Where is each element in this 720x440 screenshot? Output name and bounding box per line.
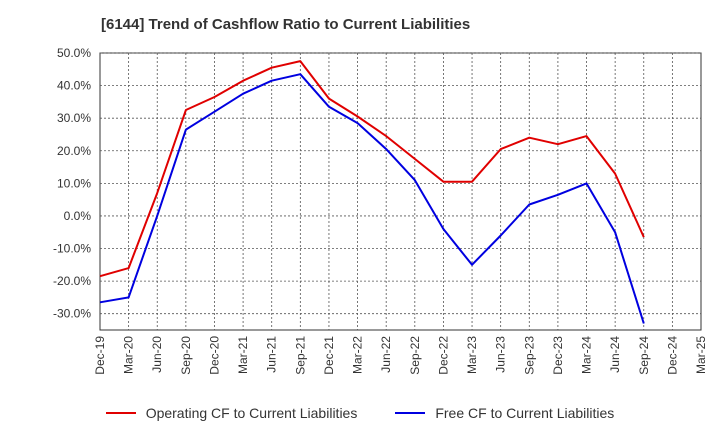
legend-swatch-operating-cf: [105, 412, 136, 414]
x-axis-tick-labels: Dec-19 Mar-20 Jun-20 Sep-20 Dec-20 Mar-21 Jun-…: [93, 336, 708, 375]
x-tick-label: Jun-20: [150, 336, 164, 373]
y-tick-label: 20.0%: [57, 144, 91, 158]
x-tick-label: Jun-24: [608, 336, 622, 373]
x-tick-label: Dec-22: [436, 336, 450, 375]
legend-label-operating-cf: Operating CF to Current Liabilities: [145, 405, 358, 421]
x-tick-label: Dec-19: [93, 336, 107, 375]
x-tick-label: Dec-21: [322, 336, 336, 375]
y-tick-label: -20.0%: [53, 274, 91, 288]
y-tick-label: 30.0%: [57, 111, 91, 125]
x-tick-label: Jun-22: [379, 336, 393, 373]
legend-swatch-free-cf: [395, 412, 426, 414]
plot-area: [99, 52, 702, 331]
x-tick-label: Dec-20: [207, 336, 221, 375]
x-tick-label: Sep-23: [522, 336, 536, 375]
x-tick-label: Mar-22: [351, 336, 365, 374]
x-tick-label: Mar-20: [122, 336, 136, 374]
legend-label-free-cf: Free CF to Current Liabilities: [435, 405, 615, 421]
x-tick-label: Sep-21: [293, 336, 307, 375]
x-tick-label: Mar-24: [580, 336, 594, 374]
y-tick-label: 50.0%: [57, 46, 91, 60]
legend-item-operating-cf: Operating CF to Current Liabilities: [105, 405, 358, 421]
y-axis-tick-labels: 50.0% 40.0% 30.0% 20.0% 10.0% 0.0% -10.0% -20.0…: [53, 46, 91, 321]
legend-item-free-cf: Free CF to Current Liabilities: [395, 405, 614, 421]
horizontal-gridlines: [100, 52, 701, 315]
x-tick-label: Mar-25: [694, 336, 708, 374]
x-tick-label: Sep-20: [179, 336, 193, 375]
y-tick-label: 0.0%: [64, 209, 92, 223]
x-tick-label: Jun-21: [265, 336, 279, 373]
y-tick-label: 40.0%: [57, 79, 91, 93]
series-line-operating-cf: [99, 60, 645, 278]
series-line-free-cf: [99, 73, 645, 324]
y-tick-label: -30.0%: [53, 307, 91, 321]
x-tick-label: Sep-22: [408, 336, 422, 375]
x-tick-label: Sep-24: [637, 336, 651, 375]
x-tick-label: Mar-23: [465, 336, 479, 374]
chart-title: [6144] Trend of Cashflow Ratio to Curren…: [101, 16, 471, 33]
y-tick-label: 10.0%: [57, 176, 91, 190]
series-lines: [99, 60, 645, 324]
x-tick-label: Jun-23: [494, 336, 508, 373]
y-tick-label: -10.0%: [53, 242, 91, 256]
x-tick-label: Dec-24: [665, 336, 679, 375]
x-tick-label: Dec-23: [551, 336, 565, 375]
x-tick-label: Mar-21: [236, 336, 250, 374]
legend: Operating CF to Current Liabilities Free…: [0, 405, 720, 421]
